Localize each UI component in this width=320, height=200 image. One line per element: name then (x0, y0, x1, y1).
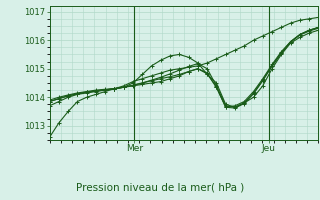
Text: Pression niveau de la mer( hPa ): Pression niveau de la mer( hPa ) (76, 182, 244, 192)
